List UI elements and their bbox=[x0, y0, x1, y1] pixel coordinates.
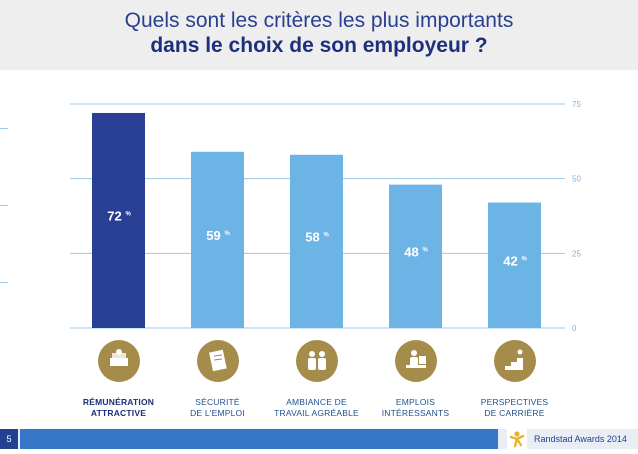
category-label: SÉCURITÉ DE L'EMPLOI bbox=[163, 397, 273, 419]
footer-text: Randstad Awards 2014 bbox=[534, 434, 627, 444]
category-label-line: ATTRACTIVE bbox=[90, 408, 147, 418]
page-title-line-2: dans le choix de son employeur ? bbox=[150, 34, 488, 57]
edge-mark bbox=[0, 205, 8, 206]
category-label-line: DE CARRIÈRE bbox=[484, 408, 545, 418]
y-tick-label: 50 bbox=[572, 175, 581, 184]
category-label-line: DE L'EMPLOI bbox=[190, 408, 245, 418]
y-tick-label: 0 bbox=[572, 324, 577, 333]
category-label-line: RÉMUNÉRATION bbox=[82, 397, 155, 407]
person-at-desk-icon bbox=[394, 339, 438, 388]
data-label-unit: % bbox=[324, 232, 330, 238]
money-stack-icon bbox=[97, 339, 141, 388]
category-label-line: AMBIANCE DE bbox=[286, 397, 347, 407]
data-label-unit: % bbox=[522, 256, 528, 262]
data-label: 58 bbox=[305, 229, 319, 244]
y-tick-label: 75 bbox=[572, 100, 581, 109]
career-stairs-icon bbox=[493, 339, 537, 388]
page-number: 5 bbox=[0, 429, 18, 449]
category-label: PERSPECTIVES DE CARRIÈRE bbox=[460, 397, 570, 419]
bar bbox=[488, 202, 541, 328]
category-label-line: INTÉRESSANTS bbox=[381, 408, 450, 418]
category-label-line: SÉCURITÉ bbox=[195, 397, 240, 407]
contract-document-icon bbox=[196, 339, 240, 388]
bar bbox=[389, 184, 442, 328]
people-pair-icon bbox=[295, 339, 339, 388]
bar bbox=[92, 112, 145, 329]
category-label: EMPLOIS INTÉRESSANTS bbox=[361, 397, 471, 419]
edge-mark bbox=[0, 282, 8, 283]
page-title-line-1: Quels sont les critères les plus importa… bbox=[124, 9, 514, 32]
data-label-unit: % bbox=[225, 231, 231, 237]
data-label: 72 bbox=[107, 208, 121, 223]
data-label: 42 bbox=[503, 253, 517, 268]
title-banner: Quels sont les critères les plus importa… bbox=[0, 0, 638, 70]
data-label: 59 bbox=[206, 228, 220, 243]
data-label-unit: % bbox=[126, 211, 132, 217]
bar bbox=[191, 151, 244, 328]
category-label-line: PERSPECTIVES bbox=[480, 397, 549, 407]
footer-accent-bar bbox=[20, 429, 498, 449]
y-tick-label: 25 bbox=[572, 249, 581, 258]
category-label-line: TRAVAIL AGRÉABLE bbox=[274, 408, 359, 418]
data-label-unit: % bbox=[423, 247, 429, 253]
category-label: AMBIANCE DE TRAVAIL AGRÉABLE bbox=[262, 397, 372, 419]
bar bbox=[290, 154, 343, 328]
edge-mark bbox=[0, 128, 8, 129]
bar-chart: 0 25 50 75 72 % 59% 58 % 48 % 42% bbox=[70, 100, 581, 333]
randstad-logo-icon bbox=[507, 429, 527, 449]
category-label: RÉMUNÉRATION ATTRACTIVE bbox=[64, 397, 174, 419]
category-label-line: EMPLOIS bbox=[395, 397, 436, 407]
data-label: 48 bbox=[404, 244, 418, 259]
